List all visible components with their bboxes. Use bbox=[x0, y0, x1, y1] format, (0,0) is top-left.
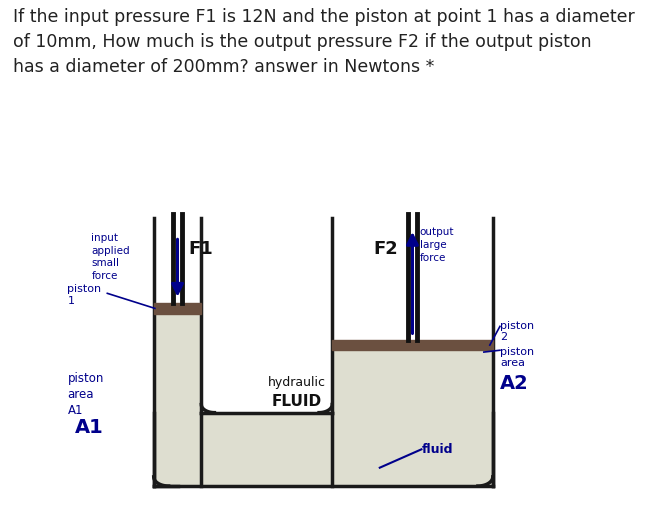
Bar bbox=[154, 303, 201, 314]
Text: fluid: fluid bbox=[421, 443, 453, 456]
Bar bbox=[154, 314, 201, 486]
Text: If the input pressure F1 is 12N and the piston at point 1 has a diameter
of 10mm: If the input pressure F1 is 12N and the … bbox=[13, 8, 635, 76]
Bar bbox=[332, 350, 493, 486]
Text: hydraulic: hydraulic bbox=[268, 376, 326, 389]
Bar bbox=[201, 413, 332, 486]
Text: piston
1: piston 1 bbox=[68, 284, 102, 306]
Bar bbox=[332, 340, 493, 350]
Text: F2: F2 bbox=[374, 240, 399, 258]
Text: A1: A1 bbox=[75, 418, 104, 437]
Text: output
large
force: output large force bbox=[420, 227, 454, 263]
Text: A2: A2 bbox=[500, 374, 529, 393]
Text: input
applied
small
force: input applied small force bbox=[92, 233, 130, 281]
Text: FLUID: FLUID bbox=[272, 394, 322, 409]
Text: piston
area
A1: piston area A1 bbox=[68, 372, 104, 417]
Text: piston
area: piston area bbox=[500, 346, 534, 368]
Text: piston
2: piston 2 bbox=[500, 321, 534, 343]
Text: F1: F1 bbox=[188, 240, 213, 258]
